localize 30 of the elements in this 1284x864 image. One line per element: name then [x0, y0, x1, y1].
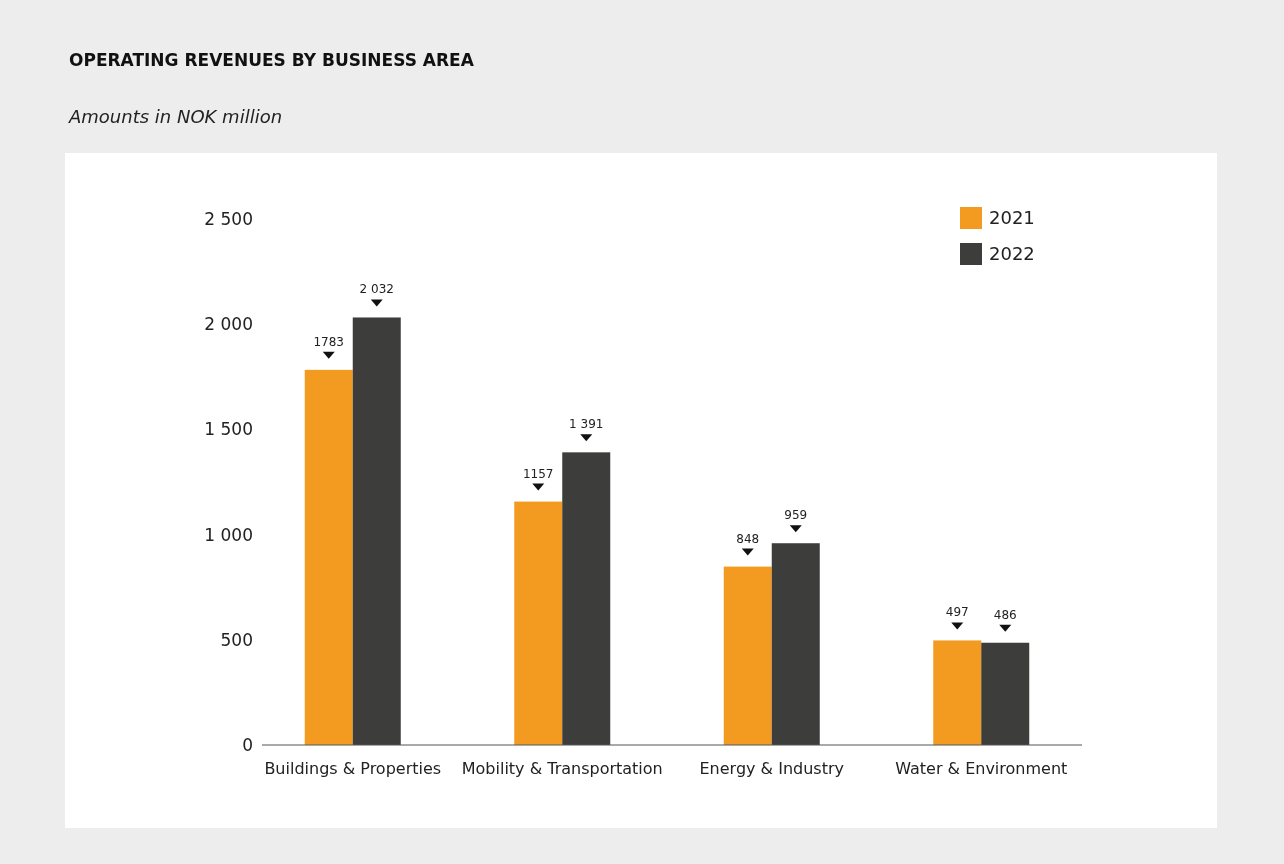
x-tick-label: Energy & Industry [699, 759, 844, 778]
data-label: 2 032 [359, 282, 394, 297]
y-tick-label: 0 [242, 734, 253, 755]
data-label: 959 [784, 508, 808, 523]
y-tick-label: 2 000 [204, 314, 253, 335]
data-label: 1 391 [569, 417, 604, 432]
y-tick-label: 2 500 [204, 208, 253, 229]
data-label: 1157 [522, 466, 554, 481]
bar [981, 642, 1030, 745]
x-tick-label: Mobility & Transportation [461, 759, 663, 778]
bar [562, 452, 611, 745]
y-tick-label: 1 000 [204, 524, 253, 545]
chart-subtitle: Amounts in NOK million [68, 106, 283, 127]
x-tick-label: Water & Environment [895, 759, 1068, 778]
bar [514, 501, 563, 745]
bar [304, 369, 353, 745]
y-tick-label: 500 [220, 629, 253, 650]
data-label: 848 [736, 531, 760, 546]
data-label: 1783 [313, 334, 345, 349]
data-label: 497 [945, 605, 969, 620]
bar [771, 543, 820, 745]
legend-label: 2022 [989, 243, 1035, 265]
bar [352, 317, 401, 745]
data-label: 486 [993, 607, 1017, 622]
legend-label: 2021 [989, 207, 1035, 229]
bar [723, 566, 772, 745]
x-tick-label: Buildings & Properties [264, 759, 442, 778]
bar [933, 640, 982, 745]
chart-title: OPERATING REVENUES BY BUSINESS AREA [69, 50, 475, 70]
y-tick-label: 1 500 [204, 419, 253, 440]
